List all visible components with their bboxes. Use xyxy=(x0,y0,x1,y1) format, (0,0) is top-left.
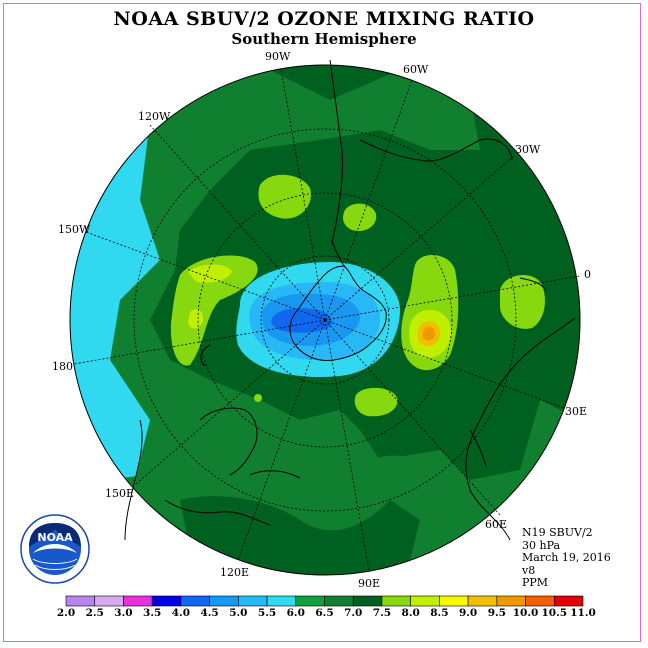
colorbar-swatch xyxy=(94,595,124,607)
colorbar-tick-label: 7.5 xyxy=(372,607,392,619)
map-frame xyxy=(3,3,641,642)
lon-label-180: 180 xyxy=(52,360,73,373)
colorbar-swatch xyxy=(410,595,440,607)
colorbar-tick-label: 8.5 xyxy=(430,607,449,619)
colorbar-swatch xyxy=(151,595,182,607)
colorbar-tick-label: 9.5 xyxy=(487,607,506,619)
colorbar-tick-label: 3.0 xyxy=(114,607,133,619)
colorbar-tick-label: 4.0 xyxy=(171,607,191,619)
map-border xyxy=(69,64,581,576)
colorbar-swatch xyxy=(180,595,210,607)
info-pressure: 30 hPa xyxy=(522,538,561,552)
colorbar-swatch xyxy=(324,595,354,607)
colorbar-tick-label: 9.0 xyxy=(458,607,478,619)
coastlines xyxy=(124,59,576,541)
colorbar-swatch xyxy=(496,595,526,607)
colorbar-tick-label: 11.0 xyxy=(570,607,596,619)
colorbar-tick-label: 7.0 xyxy=(344,607,363,619)
colorbar-tick-label: 2.0 xyxy=(56,607,76,619)
colorbar-tick-label: 10.0 xyxy=(512,607,539,619)
colorbar-swatch xyxy=(352,595,383,607)
ozone-field xyxy=(70,65,580,575)
lon-label-60w: 60W xyxy=(403,63,429,76)
lon-label-150w: 150W xyxy=(58,223,91,236)
colorbar-swatch xyxy=(381,595,411,607)
lon-label-120w: 120W xyxy=(138,110,171,123)
colorbar-tick-label: 8.0 xyxy=(401,607,420,619)
noaa-logo: NOAA xyxy=(20,514,90,584)
info-date: March 19, 2016 xyxy=(522,551,611,565)
page-title: NOAA SBUV/2 OZONE MIXING RATIO xyxy=(113,8,535,30)
colorbar-swatch xyxy=(238,595,268,607)
colorbar-swatch xyxy=(467,595,498,607)
colorbar-tick-label: 10.5 xyxy=(541,607,568,619)
colorbar-tick-label: 4.5 xyxy=(200,607,219,619)
info-satellite: N19 SBUV/2 xyxy=(522,526,593,539)
colorbar-swatch xyxy=(439,595,469,607)
colorbar-tick-label: 6.5 xyxy=(315,607,334,619)
lon-label-0: 0 xyxy=(584,268,591,281)
lon-label-30w: 30W xyxy=(515,143,541,156)
colorbar-swatch xyxy=(553,595,584,607)
lon-label-30e: 30E xyxy=(565,405,588,418)
lon-label-90e: 90E xyxy=(358,577,381,590)
colorbar-swatch xyxy=(266,595,297,607)
colorbar xyxy=(65,595,584,607)
lon-label-90w: 90W xyxy=(265,50,291,63)
colorbar-swatch xyxy=(295,595,325,607)
colorbar-swatch xyxy=(123,595,153,607)
colorbar-tick-label: 3.5 xyxy=(143,607,162,619)
info-units: PPM xyxy=(522,576,549,590)
lon-label-150e: 150E xyxy=(105,487,135,500)
colorbar-tick-label: 5.0 xyxy=(229,607,248,619)
colorbar-tick-label: 5.5 xyxy=(257,607,277,619)
noaa-logo-text: NOAA xyxy=(37,531,73,544)
colorbar-tick-label: 6.0 xyxy=(286,607,305,619)
colorbar-swatch xyxy=(209,595,239,607)
page-subtitle: Southern Hemisphere xyxy=(231,30,417,48)
lon-label-60e: 60E xyxy=(485,518,508,531)
info-version: v8 xyxy=(522,563,536,577)
colorbar-tick-label: 2.5 xyxy=(85,607,104,619)
graticule xyxy=(73,68,581,572)
colorbar-swatch xyxy=(525,595,555,607)
info-block: N19 SBUV/2 30 hPa March 19, 2016 v8 PPM xyxy=(522,526,611,590)
lon-label-120e: 120E xyxy=(220,566,250,579)
colorbar-swatch xyxy=(65,595,96,607)
